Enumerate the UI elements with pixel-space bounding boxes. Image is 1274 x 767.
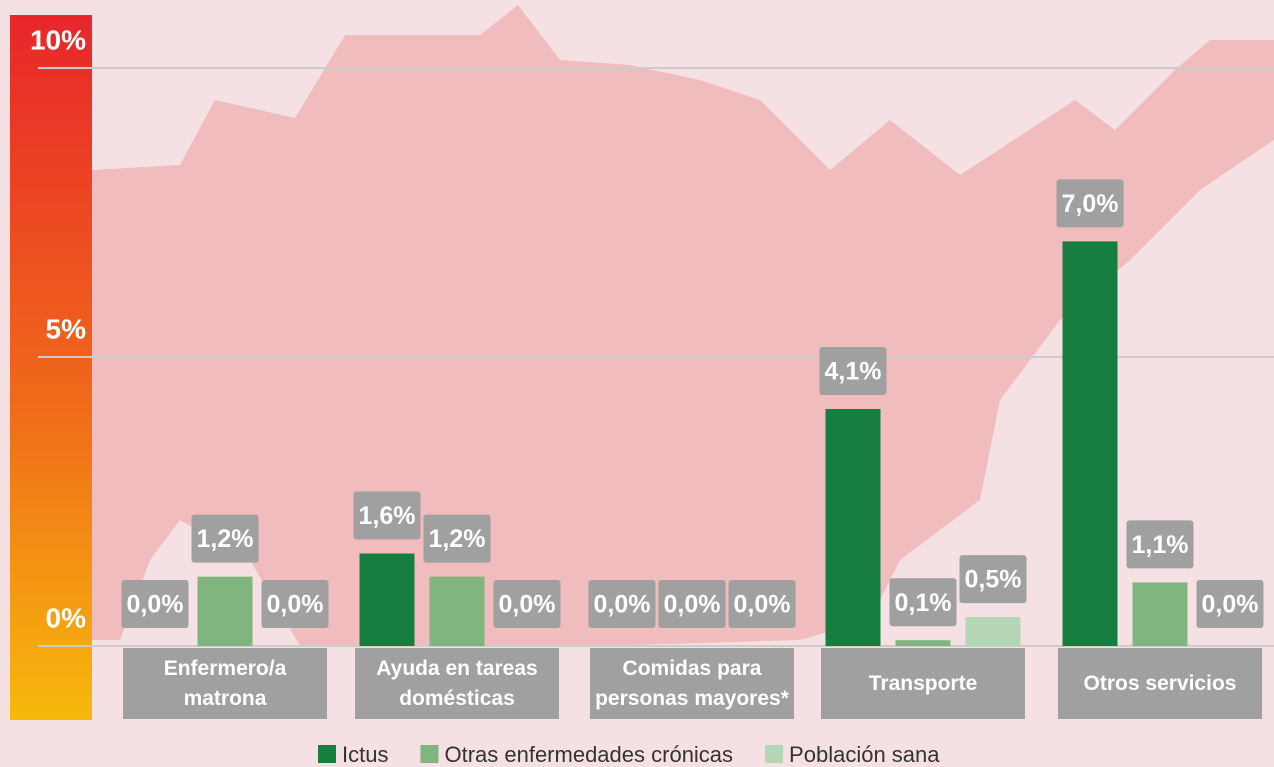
bar xyxy=(965,617,1021,646)
legend-swatch xyxy=(318,745,336,763)
map-shape xyxy=(240,250,330,440)
value-label-box xyxy=(493,580,561,628)
color-scale xyxy=(10,15,92,720)
value-label: 7,0% xyxy=(1062,190,1119,218)
value-label-box xyxy=(191,514,259,563)
x-tick-label: Transporte xyxy=(821,648,1025,719)
value-label: 0,1% xyxy=(895,589,952,617)
value-label: 0,0% xyxy=(734,591,791,619)
value-label-box xyxy=(1056,179,1124,228)
y-tick-label: 5% xyxy=(46,313,87,344)
bar xyxy=(1062,241,1118,646)
value-label-box xyxy=(819,347,887,396)
legend-label: Ictus xyxy=(342,742,388,767)
value-label-box xyxy=(728,580,796,628)
value-label: 0,0% xyxy=(499,591,556,619)
map-shape xyxy=(92,5,1274,646)
value-label-box xyxy=(353,491,421,540)
value-label-box xyxy=(588,580,656,628)
value-label: 0,0% xyxy=(594,591,651,619)
legend-swatch xyxy=(420,745,439,763)
value-label: 0,0% xyxy=(127,591,184,619)
bar xyxy=(1132,582,1188,646)
bar xyxy=(429,576,485,646)
legend-label: Población sana xyxy=(789,742,940,767)
value-label: 1,2% xyxy=(429,525,486,553)
bar xyxy=(359,553,415,646)
x-tick-label: Ayuda en tareas domésticas xyxy=(355,648,559,719)
x-tick-label: Otros servicios xyxy=(1058,648,1262,719)
value-label: 0,5% xyxy=(965,566,1022,594)
value-label-box xyxy=(658,580,726,628)
value-label-box xyxy=(1196,580,1264,628)
bar xyxy=(895,640,951,646)
value-label: 1,1% xyxy=(1132,531,1189,559)
value-label-box xyxy=(261,580,329,628)
value-label: 0,0% xyxy=(1202,591,1259,619)
legend-label: Otras enfermedades crónicas xyxy=(444,742,733,767)
value-label-box xyxy=(959,555,1027,604)
value-label-box xyxy=(889,578,957,627)
x-tick-label: Comidas para personas mayores* xyxy=(590,648,794,719)
value-label: 1,2% xyxy=(197,525,254,553)
value-label-box xyxy=(121,580,189,628)
y-tick-label: 10% xyxy=(30,24,86,55)
value-label-box xyxy=(1126,520,1194,569)
x-tick-label: Enfermero/a matrona xyxy=(123,648,327,719)
bar xyxy=(825,409,881,646)
bar xyxy=(197,576,253,646)
value-label: 4,1% xyxy=(825,358,882,386)
value-label-box xyxy=(423,514,491,563)
value-label: 1,6% xyxy=(359,502,416,530)
value-label: 0,0% xyxy=(267,591,324,619)
y-tick-label: 0% xyxy=(46,602,87,633)
value-label: 0,0% xyxy=(664,591,721,619)
legend-swatch xyxy=(765,745,784,763)
